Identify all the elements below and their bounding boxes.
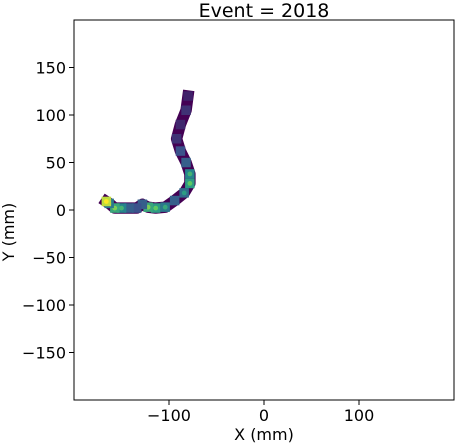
y-tick-label: 0 — [56, 201, 66, 220]
heatmap-hotspot — [187, 171, 193, 177]
heatmap-cell — [137, 199, 148, 209]
x-axis: −100 0 100 — [147, 400, 374, 425]
x-tick-label: 0 — [259, 406, 269, 425]
heatmap-hotspot — [103, 199, 109, 204]
y-tick-label: −100 — [22, 296, 66, 315]
x-tick-label: −100 — [147, 406, 191, 425]
heatmap-hotspot — [181, 190, 187, 196]
y-tick-label: −50 — [32, 249, 66, 268]
heatmap-cell — [175, 119, 186, 130]
y-tick-label: 150 — [35, 59, 66, 78]
y-tick-label: 50 — [46, 154, 66, 173]
heatmap-hotspot — [162, 204, 168, 210]
heatmap-hotspot — [153, 205, 159, 211]
heatmap-cell — [181, 157, 191, 168]
heatmap-hotspot — [187, 181, 193, 186]
y-axis: 150 100 50 0 −50 −100 −150 — [22, 59, 74, 363]
heatmap-cell — [171, 134, 182, 144]
heatmap-cell — [181, 105, 191, 115]
heatmap-cell — [131, 203, 142, 213]
y-tick-label: 100 — [35, 106, 66, 125]
heatmap-cell — [169, 195, 180, 206]
y-axis-title: Y (mm) — [0, 203, 18, 263]
plot-area — [98, 89, 196, 214]
chart-title: Event = 2018 — [199, 0, 330, 22]
x-tick-label: 100 — [344, 406, 375, 425]
heatmap-hotspot — [119, 205, 124, 211]
y-tick-label: −150 — [22, 344, 66, 363]
heatmap-cell — [183, 91, 193, 101]
heatmap-cell — [175, 146, 186, 156]
heatmap-cell — [124, 203, 134, 213]
x-axis-title: X (mm) — [234, 425, 294, 444]
